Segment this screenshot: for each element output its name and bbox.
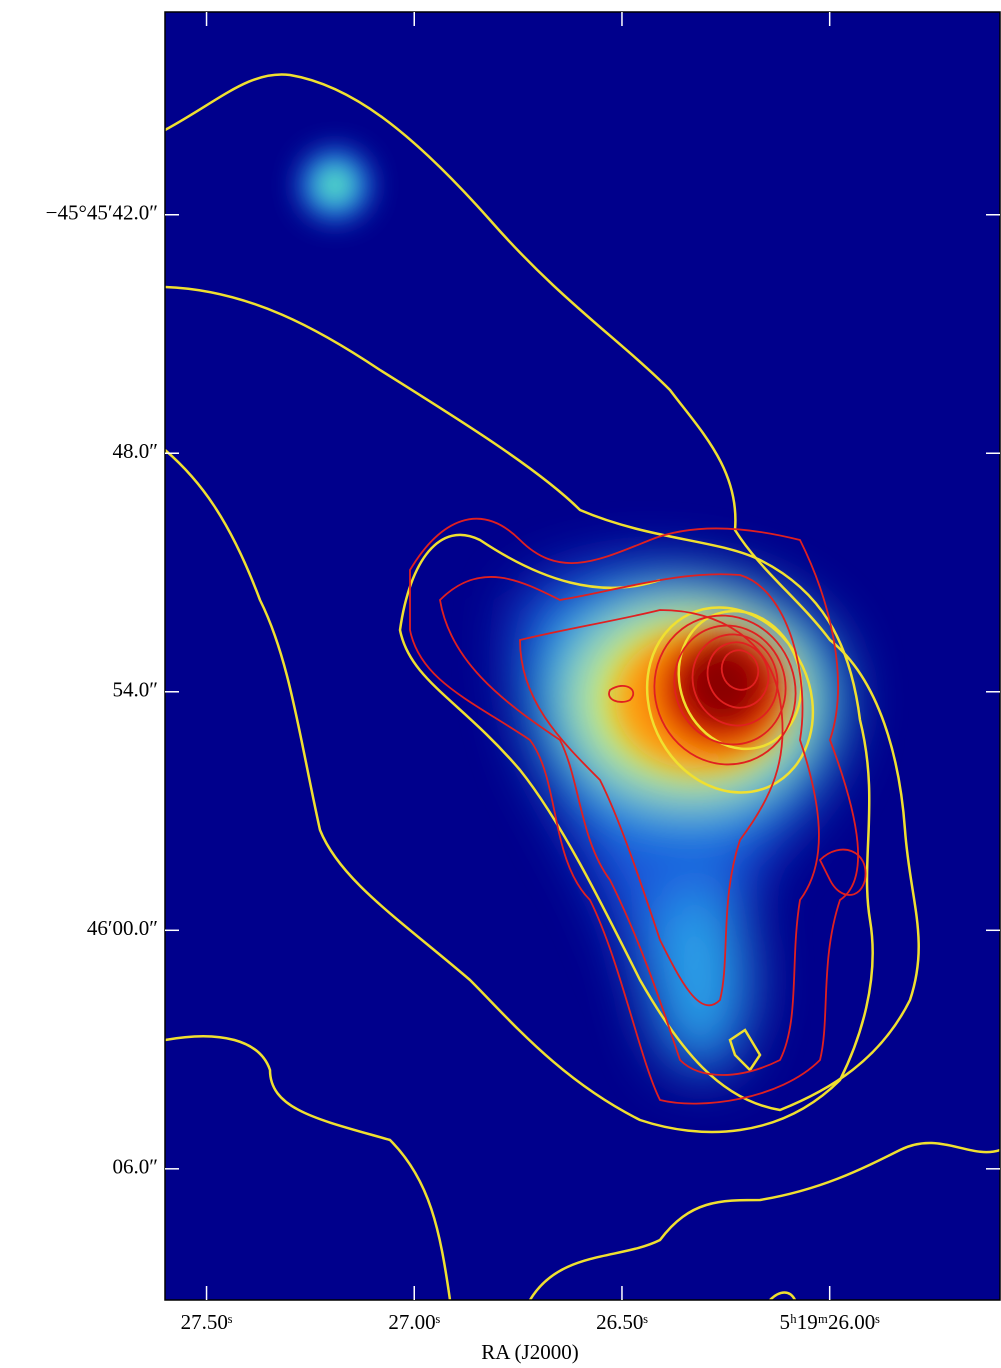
x-tick-label: 27.00ˢ bbox=[388, 1310, 440, 1334]
x-tick-label: 26.50ˢ bbox=[596, 1310, 648, 1334]
x-axis-label: RA (J2000) bbox=[481, 1340, 578, 1364]
x-tick-label: 5ʰ19ᵐ26.00ˢ bbox=[780, 1310, 881, 1334]
red-contours bbox=[409, 517, 867, 1105]
y-tick-label: −45°45′42.0″ bbox=[46, 201, 158, 225]
yellow-contours bbox=[165, 73, 1000, 1300]
x-tick-label: 27.50ˢ bbox=[181, 1310, 233, 1334]
y-tick-label: 46′00.0″ bbox=[87, 916, 158, 940]
y-tick-label: 54.0″ bbox=[113, 678, 159, 702]
plot-frame bbox=[164, 11, 1001, 1301]
y-tick-label: 48.0″ bbox=[113, 439, 159, 463]
y-tick-label: 06.0″ bbox=[113, 1155, 159, 1179]
image bbox=[165, 12, 1000, 1300]
